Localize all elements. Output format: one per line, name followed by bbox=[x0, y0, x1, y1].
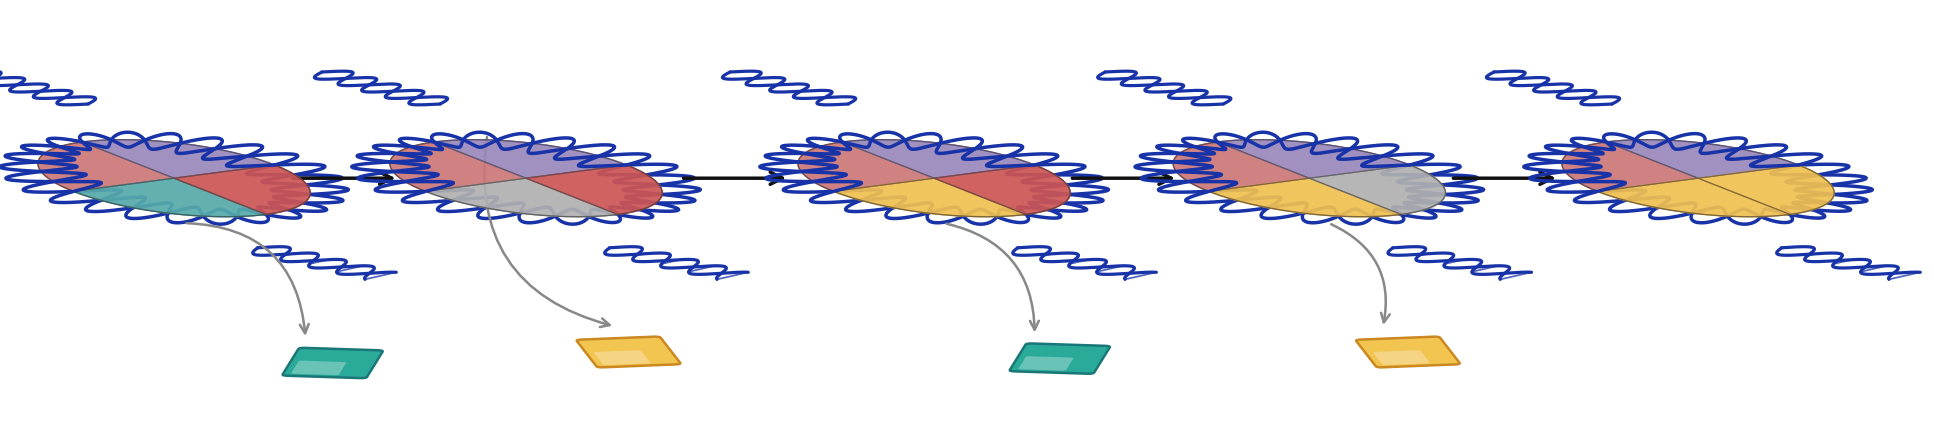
Polygon shape bbox=[799, 142, 934, 191]
FancyBboxPatch shape bbox=[594, 350, 650, 365]
FancyBboxPatch shape bbox=[576, 337, 681, 367]
FancyBboxPatch shape bbox=[1373, 350, 1429, 365]
Polygon shape bbox=[81, 139, 275, 178]
FancyBboxPatch shape bbox=[292, 361, 346, 375]
Polygon shape bbox=[1563, 142, 1698, 191]
Polygon shape bbox=[843, 139, 1035, 178]
Polygon shape bbox=[433, 139, 627, 178]
Polygon shape bbox=[174, 165, 309, 214]
Polygon shape bbox=[391, 142, 526, 191]
Polygon shape bbox=[1218, 139, 1410, 178]
Polygon shape bbox=[1309, 165, 1445, 214]
Polygon shape bbox=[934, 165, 1070, 214]
Polygon shape bbox=[1605, 139, 1799, 178]
Polygon shape bbox=[526, 165, 661, 214]
FancyBboxPatch shape bbox=[282, 348, 383, 378]
FancyBboxPatch shape bbox=[1010, 344, 1110, 374]
Polygon shape bbox=[1597, 178, 1789, 217]
Polygon shape bbox=[73, 178, 265, 217]
Polygon shape bbox=[39, 142, 174, 191]
FancyBboxPatch shape bbox=[1019, 356, 1073, 370]
Polygon shape bbox=[1209, 178, 1400, 217]
FancyBboxPatch shape bbox=[1356, 337, 1460, 367]
Polygon shape bbox=[834, 178, 1025, 217]
Polygon shape bbox=[425, 178, 617, 217]
Polygon shape bbox=[1174, 142, 1309, 191]
Polygon shape bbox=[1698, 165, 1833, 214]
